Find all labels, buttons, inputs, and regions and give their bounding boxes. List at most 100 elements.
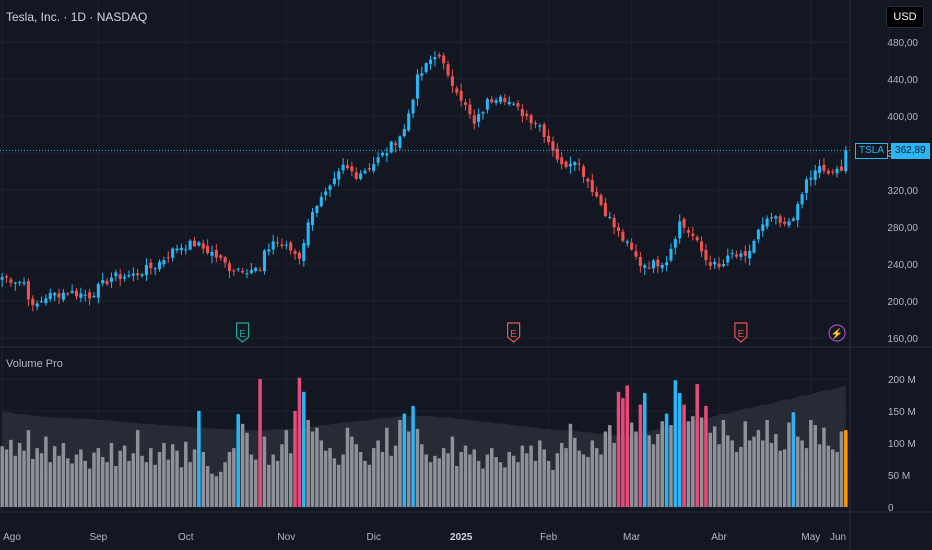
volume-bar bbox=[100, 457, 105, 507]
volume-bar bbox=[197, 411, 201, 507]
price-axis[interactable]: 480,00440,00400,00360,00320,00280,00240,… bbox=[887, 38, 918, 345]
volume-bar bbox=[433, 455, 437, 507]
volume-bar bbox=[9, 439, 13, 507]
candle-body bbox=[665, 262, 669, 266]
candle-body bbox=[752, 240, 756, 253]
price-tick-label: 240,00 bbox=[887, 260, 918, 271]
volume-bar bbox=[608, 425, 612, 507]
price-tick-label: 320,00 bbox=[887, 186, 918, 197]
candle-body bbox=[582, 166, 586, 177]
candle-body bbox=[533, 123, 537, 125]
candle-body bbox=[70, 290, 74, 293]
candle-body bbox=[669, 248, 673, 261]
candle-body bbox=[175, 248, 179, 251]
volume-bar bbox=[4, 449, 9, 507]
candle-body bbox=[700, 241, 704, 252]
candle-body bbox=[26, 281, 30, 300]
candle-body bbox=[774, 216, 778, 219]
candle-body bbox=[415, 74, 419, 99]
time-axis[interactable]: Ago Sep Oct Nov Dic 2025 Feb Mar Abr May Jun bbox=[3, 532, 846, 543]
candle-body bbox=[778, 216, 782, 223]
volume-bar bbox=[590, 440, 595, 507]
candle-body bbox=[769, 217, 774, 219]
volume-bar bbox=[844, 430, 848, 507]
volume-bar bbox=[240, 423, 245, 507]
volume-bar bbox=[179, 467, 184, 507]
candle-body bbox=[748, 250, 752, 259]
candle-body bbox=[704, 249, 708, 261]
volume-bar bbox=[406, 431, 411, 507]
candle-body bbox=[555, 148, 559, 160]
volume-bar bbox=[686, 421, 691, 507]
candle-body bbox=[359, 173, 363, 179]
candle-body bbox=[337, 171, 341, 180]
candle-body bbox=[472, 115, 476, 124]
volume-bar bbox=[734, 451, 739, 507]
earnings-marker-icon[interactable]: ⚡ bbox=[828, 324, 846, 342]
candle-body bbox=[188, 240, 192, 250]
earnings-marker-icon[interactable]: E bbox=[235, 322, 250, 343]
candle-body bbox=[118, 274, 122, 280]
candle-body bbox=[507, 101, 511, 105]
earnings-marker-icon[interactable]: E bbox=[734, 322, 748, 343]
candle-body bbox=[520, 108, 524, 117]
candle-body bbox=[809, 177, 813, 180]
volume-bar bbox=[319, 440, 324, 507]
candle-body bbox=[590, 179, 594, 193]
time-tick-label: Jun bbox=[830, 532, 846, 543]
volume-bar bbox=[594, 448, 599, 507]
volume-bar bbox=[288, 453, 293, 507]
volume-bar bbox=[393, 445, 398, 507]
volume-bar bbox=[463, 445, 468, 507]
last-price-tag: TSLA 362,89 bbox=[855, 143, 930, 159]
volume-bar bbox=[699, 417, 704, 507]
volume-pane-label[interactable]: Volume Pro bbox=[6, 358, 63, 370]
volume-bar bbox=[157, 451, 162, 507]
volume-bar bbox=[140, 455, 144, 507]
volume-bar bbox=[293, 411, 297, 507]
volume-bar bbox=[79, 449, 83, 507]
volume-bar bbox=[782, 449, 787, 507]
volume-bar bbox=[603, 431, 608, 507]
volume-bar bbox=[367, 464, 372, 507]
currency-button[interactable]: USD bbox=[886, 6, 924, 28]
volume-bar bbox=[149, 448, 153, 507]
volume-bar bbox=[778, 450, 782, 507]
candle-body bbox=[219, 255, 223, 258]
volume-bar bbox=[634, 431, 638, 507]
volume-bar bbox=[573, 437, 577, 507]
candle-body bbox=[612, 217, 616, 228]
candle-body bbox=[389, 141, 393, 153]
candle-body bbox=[372, 163, 376, 171]
volume-bar bbox=[245, 432, 249, 507]
price-tick-label: 400,00 bbox=[887, 112, 918, 123]
candle-body bbox=[621, 231, 625, 241]
volume-bar bbox=[743, 421, 748, 507]
time-tick-label: Ago bbox=[3, 532, 21, 543]
time-tick-label: 2025 bbox=[450, 532, 473, 543]
volume-bar bbox=[35, 448, 39, 507]
candle-body bbox=[761, 224, 765, 231]
volume-bar bbox=[109, 443, 114, 507]
candle-body bbox=[92, 295, 96, 297]
volume-bar bbox=[485, 454, 490, 507]
volume-bar bbox=[564, 448, 568, 507]
candle-body bbox=[586, 178, 590, 182]
volume-bar bbox=[188, 462, 192, 507]
volume-bar bbox=[695, 384, 699, 507]
volume-bar bbox=[712, 426, 717, 507]
candle-body bbox=[227, 263, 232, 272]
candle-body bbox=[735, 254, 739, 257]
candle-body bbox=[791, 218, 795, 221]
candle-body bbox=[647, 267, 651, 269]
candle-body bbox=[813, 170, 817, 180]
volume-bar bbox=[385, 427, 389, 507]
candle-body bbox=[568, 163, 572, 167]
candle-body bbox=[144, 265, 148, 276]
earnings-marker-icon[interactable]: E bbox=[507, 322, 521, 343]
svg-text:E: E bbox=[738, 329, 745, 340]
volume-bar bbox=[669, 425, 673, 507]
candle-body bbox=[293, 251, 297, 254]
volume-bar bbox=[503, 467, 507, 507]
